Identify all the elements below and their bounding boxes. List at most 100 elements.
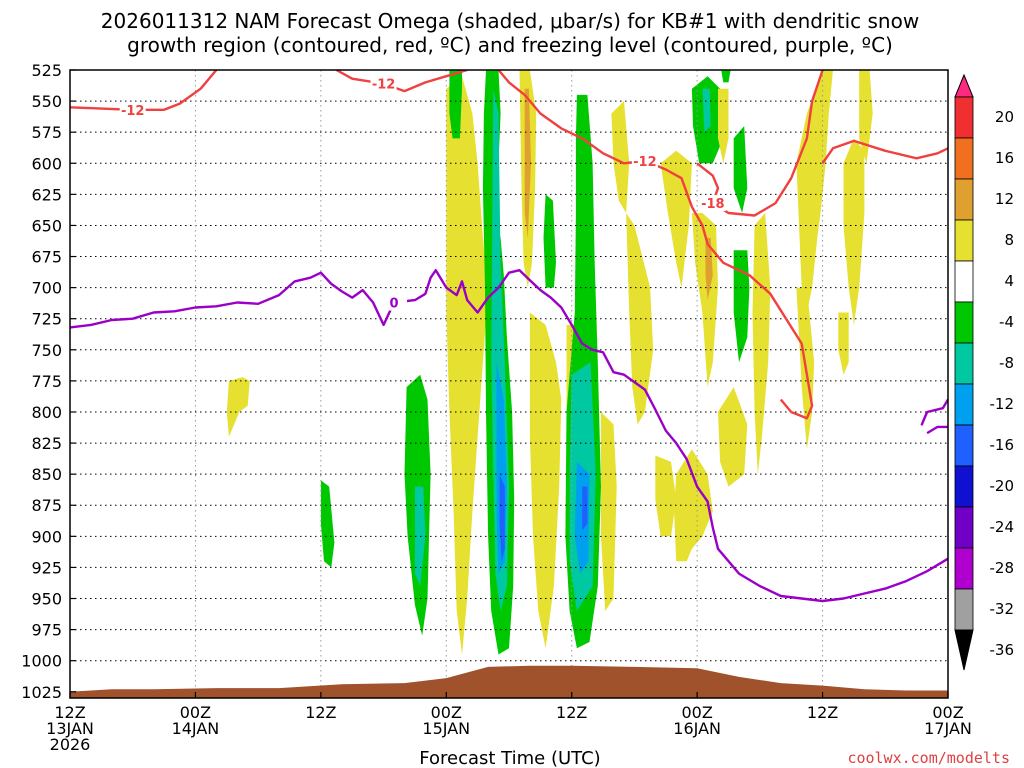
omega-region-neg16 (499, 474, 505, 562)
x-tick-label: 00Z (431, 703, 462, 722)
omega-region-pos8 (524, 88, 531, 238)
contour-dgz_-12C_b (335, 70, 468, 93)
colorbar-segment (954, 383, 974, 426)
contour-label-bg (119, 101, 146, 118)
colorbar-tick-label: -16 (990, 436, 1015, 454)
omega-region-pos4 (601, 412, 617, 611)
y-tick-label: 925 (31, 558, 62, 577)
colorbar-segment (954, 260, 974, 303)
colorbar-segment (954, 506, 974, 549)
omega-region-pos8 (705, 237, 713, 301)
colorbar-tick-label: -20 (990, 477, 1015, 495)
y-tick-label: 625 (31, 185, 62, 204)
x-tick-label: 12Z (54, 703, 85, 722)
y-tick-label: 900 (31, 527, 62, 546)
contour-label-bg (381, 294, 408, 311)
y-tick-label: 800 (31, 403, 62, 422)
omega-region-pos4 (529, 312, 562, 649)
grid-layer (70, 70, 948, 698)
contour-label: -18 (701, 197, 725, 212)
contour-label-bg (631, 152, 658, 169)
y-tick-label: 775 (31, 372, 62, 391)
chart-title-line-2: growth region (contoured, red, ºC) and f… (127, 33, 893, 57)
x-tick-label: 00Z (681, 703, 712, 722)
contour-dgz_-12C_right (821, 139, 948, 164)
omega-region-pos4 (796, 70, 833, 313)
y-tick-label: 700 (31, 279, 62, 298)
omega-region-pos4 (611, 101, 630, 213)
colorbar-tick-label: 16 (995, 149, 1014, 167)
colorbar-tick-label: -4 (999, 313, 1014, 331)
x-tick-label: 17JAN (924, 719, 972, 738)
y-tick-label: 950 (31, 590, 62, 609)
omega-region-pos4 (843, 138, 865, 325)
y-axis: 525 550 575 600 625 650 675 700 725 750 775 800 825 8… (21, 61, 76, 702)
y-tick-label: 1025 (21, 683, 62, 702)
omega-region-pos4 (655, 455, 677, 537)
colorbar-segment (954, 178, 974, 221)
y-tick-label: 600 (31, 154, 62, 173)
x-tick-label: 12Z (556, 703, 587, 722)
colorbar-segment (954, 137, 974, 180)
contour-dgz_-18C (696, 70, 824, 217)
omega-region-neg4 (721, 70, 731, 83)
contour-label: -12 (372, 78, 396, 93)
omega-shading-layer (226, 70, 873, 655)
y-tick-label: 650 (31, 216, 62, 235)
colorbar-segment (954, 96, 974, 139)
omega-region-neg4 (320, 480, 335, 568)
colorbar-segment (954, 629, 974, 671)
omega-region-pos4 (752, 213, 771, 475)
colorbar-tick-label: 20 (995, 108, 1014, 126)
contour-freezing_level_0C (70, 269, 948, 603)
omega-region-pos4 (838, 312, 849, 375)
y-tick-label: 875 (31, 496, 62, 515)
colorbar-tick-label: 12 (995, 190, 1014, 208)
contour-dgz_-12C (70, 70, 218, 112)
colorbar-tick-label: -28 (990, 559, 1015, 577)
colorbar-segment (954, 342, 974, 385)
colorbar-tick-label: 4 (1004, 272, 1014, 290)
contour-label: -12 (121, 104, 145, 119)
x-tick-label: 00Z (180, 703, 211, 722)
colorbar-segment (954, 219, 974, 262)
x-tick-label: 16JAN (673, 719, 721, 738)
y-tick-label: 1000 (21, 652, 62, 671)
x-tick-label: 12Z (807, 703, 838, 722)
colorbar-tick-label: -36 (990, 641, 1015, 659)
x-tick-label: 00Z (932, 703, 963, 722)
contour-label: -12 (633, 155, 657, 170)
x-tick-label: 12Z (305, 703, 336, 722)
colorbar-tick-label: -32 (990, 600, 1015, 618)
colorbar-tick-label: 8 (1004, 231, 1014, 249)
contour-layer: -12 -12 -12 -18 0 (70, 70, 948, 603)
terrain-layer (70, 665, 948, 698)
x-tick-label: 2026 (50, 735, 91, 754)
colorbar-segment (954, 301, 974, 344)
y-tick-label: 575 (31, 123, 62, 142)
omega-region-pos4 (718, 88, 729, 164)
omega-region-neg4 (543, 194, 556, 288)
y-tick-label: 525 (31, 61, 62, 80)
omega-region-neg4 (733, 250, 750, 363)
x-axis-title: Forecast Time (UTC) (419, 748, 600, 768)
omega-region-pos4 (674, 449, 713, 562)
contour-freezing_level_0C_c (920, 398, 948, 426)
chart-title-line-1: 2026011312 NAM Forecast Omega (shaded, μ… (101, 9, 919, 33)
omega-region-pos4 (226, 377, 250, 437)
y-tick-label: 825 (31, 434, 62, 453)
contour-label-bg (699, 195, 726, 212)
x-tick-label: 14JAN (172, 719, 220, 738)
colorbar-tick-label: -12 (990, 395, 1015, 413)
y-tick-label: 750 (31, 341, 62, 360)
colorbar-segment (954, 465, 974, 508)
omega-region-pos4 (446, 76, 489, 655)
omega-region-neg8 (702, 88, 711, 133)
x-tick-label: 15JAN (422, 719, 470, 738)
colorbar: 20 16 12 8 4 -4 -8 -12 -16 -20 -24 -28 -32 -36 (954, 73, 1015, 671)
colorbar-tick-label: -8 (999, 354, 1014, 372)
x-tick-label: 13JAN (46, 719, 94, 738)
colorbar-segment (954, 424, 974, 467)
